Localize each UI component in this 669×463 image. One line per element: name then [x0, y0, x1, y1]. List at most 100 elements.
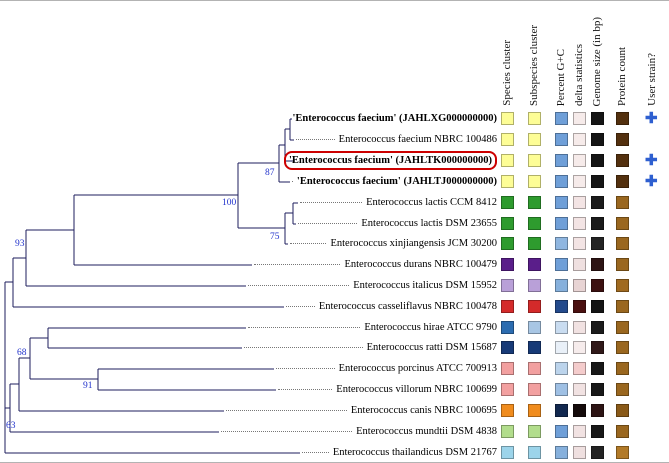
taxon-label: Enterococcus xinjiangensis JCM 30200 — [330, 236, 497, 252]
matrix-cell-subspecies — [528, 175, 541, 188]
matrix-cell-genome — [591, 258, 604, 271]
matrix-cell-genome — [591, 341, 604, 354]
matrix-cell-protein — [616, 341, 629, 354]
matrix-cell-subspecies — [528, 362, 541, 375]
matrix-cell-subspecies — [528, 133, 541, 146]
matrix-cell-gc — [555, 175, 568, 188]
taxon-label: Enterococcus hirae ATCC 9790 — [364, 320, 497, 336]
matrix-cell-protein — [616, 383, 629, 396]
taxon-label: Enterococcus durans NBRC 100479 — [344, 257, 497, 273]
matrix-cell-genome — [591, 175, 604, 188]
matrix-cell-genome — [591, 362, 604, 375]
matrix-cell-species — [501, 446, 514, 459]
taxon-label: Enterococcus ratti DSM 15687 — [366, 340, 497, 356]
matrix-cell-protein — [616, 300, 629, 313]
column-header-delta: delta statistics — [573, 43, 585, 106]
matrix-cell-subspecies — [528, 383, 541, 396]
matrix-cell-genome — [591, 196, 604, 209]
matrix-cell-gc — [555, 196, 568, 209]
leader-dots — [244, 347, 363, 348]
matrix-cell-species — [501, 175, 514, 188]
matrix-cell-protein — [616, 404, 629, 417]
taxon-label: Enterococcus thailandicus DSM 21767 — [332, 445, 497, 461]
matrix-cell-species — [501, 404, 514, 417]
matrix-cell-delta — [573, 446, 586, 459]
user-strain-plus-icon: ✚ — [645, 174, 658, 190]
taxon-label: Enterococcus lactis DSM 23655 — [361, 216, 497, 232]
branch-support-value: 93 — [15, 239, 25, 249]
matrix-cell-gc — [555, 217, 568, 230]
matrix-cell-protein — [616, 217, 629, 230]
matrix-cell-subspecies — [528, 112, 541, 125]
column-header-gc: Percent G+C — [555, 48, 567, 106]
matrix-cell-delta — [573, 425, 586, 438]
column-header-genome: Genome size (in bp) — [591, 16, 603, 107]
matrix-cell-genome — [591, 300, 604, 313]
taxon-label: Enterococcus italicus DSM 15952 — [353, 278, 497, 294]
matrix-cell-genome — [591, 279, 604, 292]
matrix-cell-delta — [573, 341, 586, 354]
leader-dots — [248, 285, 350, 286]
matrix-cell-protein — [616, 362, 629, 375]
matrix-cell-protein — [616, 321, 629, 334]
matrix-cell-species — [501, 237, 514, 250]
matrix-cell-species — [501, 383, 514, 396]
leader-dots — [298, 223, 358, 224]
matrix-cell-delta — [573, 321, 586, 334]
leader-dots — [248, 327, 361, 328]
matrix-cell-protein — [616, 196, 629, 209]
leader-dots — [300, 202, 363, 203]
column-header-protein: Protein count — [616, 47, 628, 106]
matrix-cell-species — [501, 300, 514, 313]
matrix-cell-delta — [573, 175, 586, 188]
matrix-cell-subspecies — [528, 217, 541, 230]
branch-support-value: 63 — [6, 421, 16, 431]
matrix-cell-delta — [573, 217, 586, 230]
matrix-cell-delta — [573, 404, 586, 417]
taxon-label: Enterococcus faecium NBRC 100486 — [338, 132, 497, 148]
matrix-cell-subspecies — [528, 446, 541, 459]
matrix-cell-genome — [591, 404, 604, 417]
matrix-cell-gc — [555, 341, 568, 354]
branch-support-value: 87 — [265, 168, 275, 178]
matrix-cell-subspecies — [528, 237, 541, 250]
matrix-cell-genome — [591, 154, 604, 167]
leader-dots — [296, 139, 335, 140]
branch-support-value: 100 — [222, 198, 237, 208]
matrix-cell-gc — [555, 425, 568, 438]
matrix-cell-genome — [591, 237, 604, 250]
matrix-cell-subspecies — [528, 258, 541, 271]
matrix-cell-protein — [616, 154, 629, 167]
matrix-cell-protein — [616, 279, 629, 292]
matrix-cell-delta — [573, 154, 586, 167]
leader-dots — [286, 306, 315, 307]
leader-dots — [302, 452, 329, 453]
branch-support-value: 91 — [83, 381, 93, 391]
matrix-cell-species — [501, 258, 514, 271]
matrix-cell-delta — [573, 362, 586, 375]
matrix-cell-species — [501, 217, 514, 230]
matrix-cell-protein — [616, 258, 629, 271]
matrix-cell-subspecies — [528, 196, 541, 209]
matrix-cell-gc — [555, 300, 568, 313]
matrix-cell-gc — [555, 133, 568, 146]
taxon-label: Enterococcus lactis CCM 8412 — [366, 195, 497, 211]
matrix-cell-gc — [555, 237, 568, 250]
leader-dots — [221, 431, 353, 432]
matrix-cell-genome — [591, 383, 604, 396]
matrix-cell-protein — [616, 237, 629, 250]
matrix-cell-subspecies — [528, 425, 541, 438]
matrix-cell-subspecies — [528, 279, 541, 292]
matrix-cell-species — [501, 341, 514, 354]
user-strain-plus-icon: ✚ — [645, 153, 658, 169]
leader-dots — [254, 264, 341, 265]
matrix-cell-delta — [573, 279, 586, 292]
matrix-cell-subspecies — [528, 404, 541, 417]
taxon-label-highlighted: 'Enterococcus faecium' (JAHLTK000000000) — [284, 151, 497, 170]
matrix-cell-protein — [616, 446, 629, 459]
matrix-cell-species — [501, 279, 514, 292]
column-header-subspecies: Subspecies cluster — [528, 25, 540, 106]
taxon-label: Enterococcus mundtii DSM 4838 — [356, 424, 497, 440]
matrix-cell-gc — [555, 446, 568, 459]
